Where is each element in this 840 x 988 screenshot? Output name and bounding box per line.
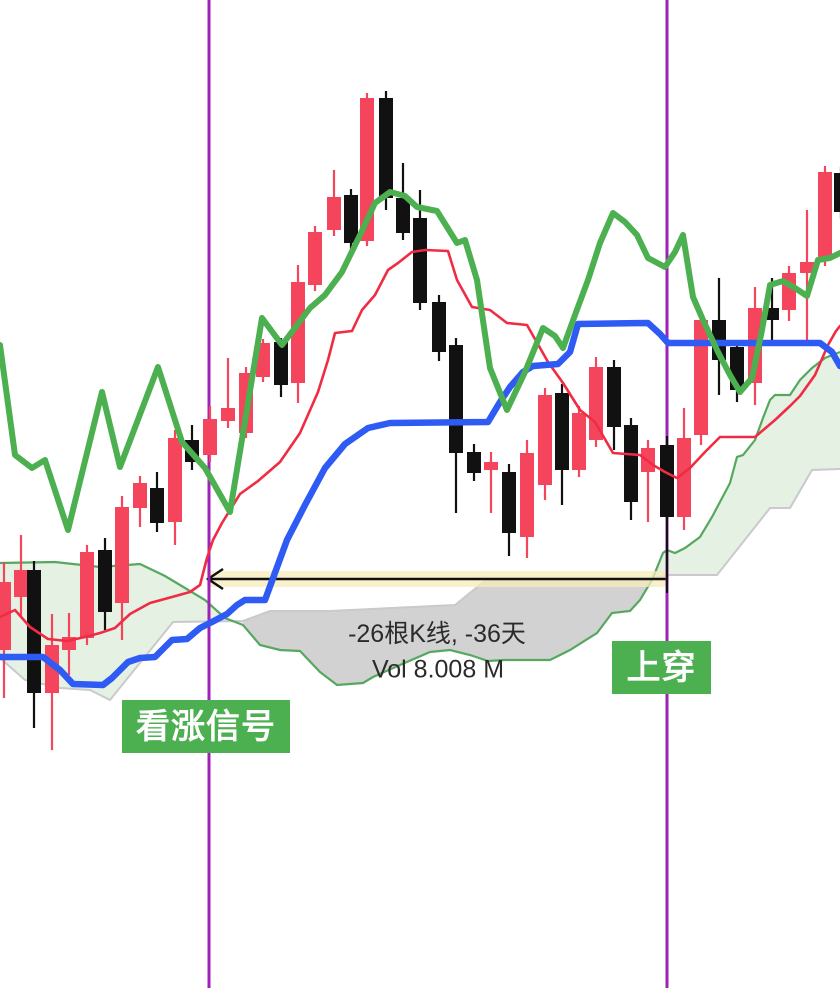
lagging-line [0, 189, 840, 533]
base-line [0, 319, 840, 689]
candle [115, 496, 129, 640]
candle [624, 418, 638, 520]
bullish-signal-badge[interactable]: 看涨信号 [122, 700, 290, 753]
candle [203, 406, 217, 462]
candle [607, 360, 621, 450]
candle [782, 266, 796, 321]
candle [467, 444, 481, 481]
bear-cloud [243, 579, 652, 685]
candle [45, 614, 59, 750]
candle [327, 170, 341, 236]
candle [0, 562, 11, 698]
candle [432, 295, 446, 361]
candle [538, 388, 552, 500]
candle [379, 91, 393, 210]
candle [98, 538, 112, 630]
span-a-line [0, 350, 840, 687]
candle [344, 189, 358, 250]
candle [274, 338, 288, 397]
candle [291, 265, 305, 403]
candle [484, 452, 498, 513]
candle [694, 312, 708, 445]
candle [818, 166, 832, 266]
candle [308, 226, 322, 291]
candle [396, 163, 410, 240]
candle [572, 406, 586, 477]
candle [660, 436, 674, 593]
candle [150, 472, 164, 532]
measure-bars-label[interactable]: -26根K线, -36天 [348, 620, 526, 648]
candle [221, 358, 235, 428]
span-b-line [0, 468, 840, 702]
candle [712, 278, 726, 395]
conversion-line [0, 248, 840, 643]
bull-cloud [652, 352, 840, 580]
candle [834, 167, 840, 218]
measure-volume-label[interactable]: Vol 8.008 M [371, 655, 505, 684]
cross-above-badge[interactable]: 上穿 [612, 641, 711, 694]
candle [133, 476, 147, 527]
candle [677, 408, 691, 530]
candle [502, 464, 516, 556]
candle [14, 535, 28, 617]
candle [641, 440, 655, 522]
candle [520, 440, 534, 558]
candle [80, 545, 94, 645]
candle [27, 561, 41, 728]
candle [800, 210, 814, 343]
candle [168, 430, 182, 545]
candle [589, 357, 603, 447]
candle [555, 384, 569, 505]
